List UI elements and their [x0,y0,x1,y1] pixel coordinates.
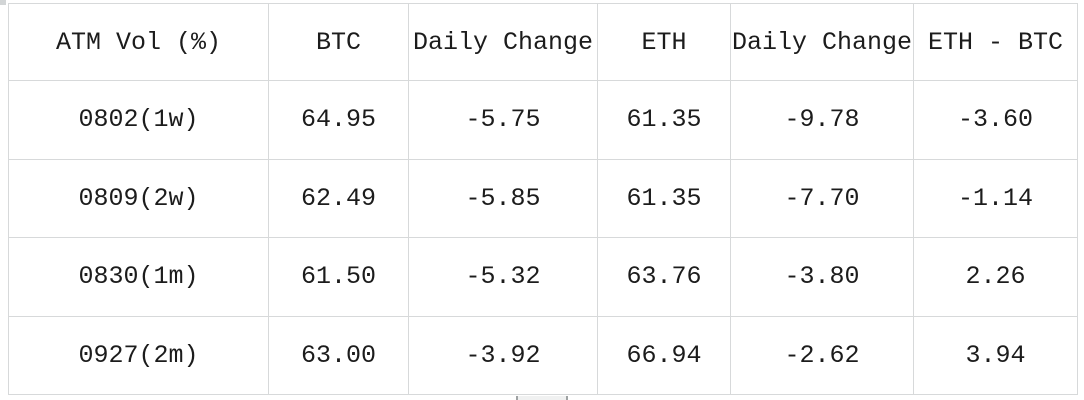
atm-vol-table: ATM Vol (%) BTC Daily Change ETH Daily C… [8,3,1078,395]
cell-expiry: 0802(1w) [8,80,269,160]
cell-btc-daily-change: -5.85 [408,158,598,238]
table-row: 0830(1m) 61.50 -5.32 63.76 -3.80 2.26 [8,237,1078,317]
atm-vol-table-container: ATM Vol (%) BTC Daily Change ETH Daily C… [8,3,1078,395]
column-header-eth-minus-btc: ETH - BTC [913,3,1078,81]
cell-btc-vol: 63.00 [268,315,409,395]
cell-btc-daily-change: -5.32 [408,237,598,317]
cell-btc-vol: 62.49 [268,158,409,238]
cell-eth-minus-btc: -3.60 [913,80,1078,160]
cell-eth-vol: 61.35 [597,158,731,238]
table-row: 0802(1w) 64.95 -5.75 61.35 -9.78 -3.60 [8,80,1078,160]
cell-expiry: 0927(2m) [8,315,269,395]
cell-btc-daily-change: -5.75 [408,80,598,160]
column-header-atm-vol: ATM Vol (%) [8,3,269,81]
cell-expiry: 0809(2w) [8,158,269,238]
table-header-row: ATM Vol (%) BTC Daily Change ETH Daily C… [8,3,1078,81]
column-header-eth: ETH [597,3,731,81]
column-header-eth-daily-change: Daily Change [730,3,914,81]
cell-eth-vol: 61.35 [597,80,731,160]
column-header-btc-daily-change: Daily Change [408,3,598,81]
horizontal-scrollbar-thumb[interactable] [516,396,568,400]
cell-eth-vol: 66.94 [597,315,731,395]
column-header-btc: BTC [268,3,409,81]
cell-btc-vol: 64.95 [268,80,409,160]
cell-eth-daily-change: -2.62 [730,315,914,395]
cell-eth-vol: 63.76 [597,237,731,317]
table-row: 0809(2w) 62.49 -5.85 61.35 -7.70 -1.14 [8,158,1078,238]
cell-btc-vol: 61.50 [268,237,409,317]
table-row: 0927(2m) 63.00 -3.92 66.94 -2.62 3.94 [8,315,1078,395]
cell-eth-daily-change: -9.78 [730,80,914,160]
sheet-corner-artifact [0,0,6,5]
cell-eth-minus-btc: 3.94 [913,315,1078,395]
cell-eth-daily-change: -3.80 [730,237,914,317]
cell-eth-minus-btc: -1.14 [913,158,1078,238]
cell-expiry: 0830(1m) [8,237,269,317]
cell-btc-daily-change: -3.92 [408,315,598,395]
cell-eth-minus-btc: 2.26 [913,237,1078,317]
cell-eth-daily-change: -7.70 [730,158,914,238]
